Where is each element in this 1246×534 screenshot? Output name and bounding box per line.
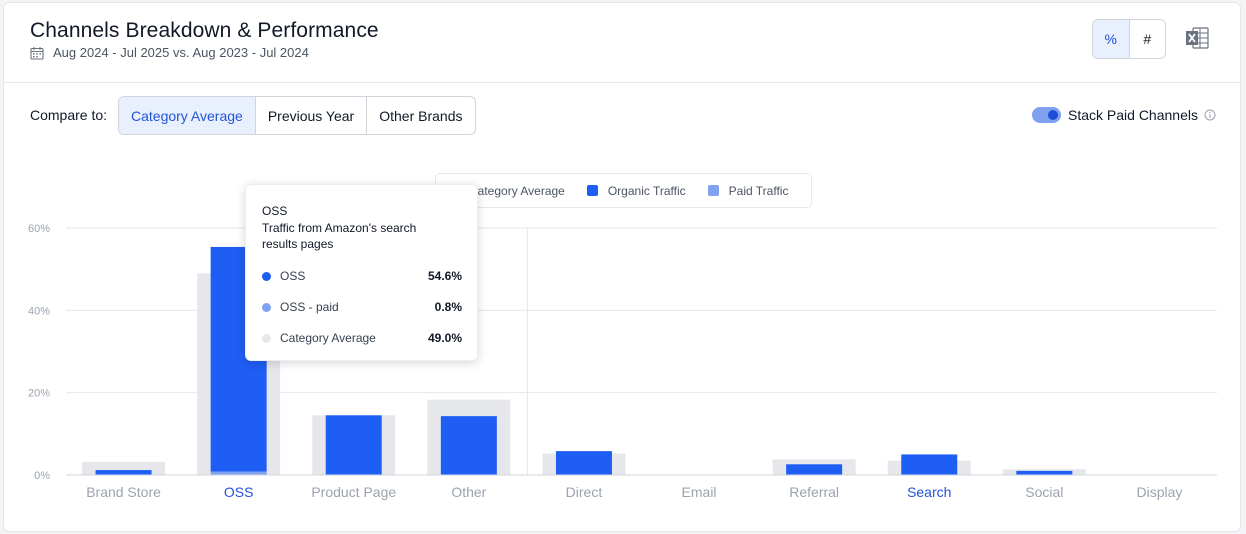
compare-previous-year[interactable]: Previous Year	[256, 97, 368, 134]
tooltip-row-label: Category Average	[280, 331, 376, 345]
stack-paid-control: Stack Paid Channels	[1032, 107, 1216, 123]
organic-traffic-bar	[901, 454, 958, 475]
tooltip-dot	[262, 302, 271, 312]
tooltip-dot	[262, 271, 271, 281]
tooltip-row-value: 49.0%	[427, 331, 462, 345]
tooltip-row: OSS - paid 0.8%	[262, 300, 462, 314]
x-tick-label: Brand Store	[86, 484, 161, 500]
legend-label: Organic Traffic	[607, 183, 686, 198]
stack-paid-label: Stack Paid Channels	[1068, 107, 1198, 123]
organic-traffic-bar	[325, 415, 382, 475]
count-toggle-button[interactable]: #	[1143, 31, 1152, 47]
compare-segmented-control: Category Average Previous Year Other Bra…	[118, 96, 476, 135]
chart-tooltip: OSS Traffic from Amazon's search results…	[245, 184, 478, 361]
channels-breakdown-card: Channels Breakdown & Performance Aug 202…	[3, 2, 1241, 532]
date-range: Aug 2024 - Jul 2025 vs. Aug 2023 - Jul 2…	[30, 45, 309, 60]
tooltip-row-value: 0.8%	[434, 300, 462, 314]
tooltip-row-label: OSS	[280, 269, 306, 283]
legend-swatch	[586, 185, 598, 196]
page-title: Channels Breakdown & Performance	[30, 19, 379, 42]
x-tick-label: Search	[907, 484, 951, 500]
legend-item-organic-traffic[interactable]: Organic Traffic	[586, 183, 686, 198]
tooltip-row: Category Average 49.0%	[262, 331, 462, 345]
y-tick-label: 0%	[34, 470, 50, 482]
x-tick-label: OSS	[224, 484, 254, 500]
compare-other-brands[interactable]: Other Brands	[379, 107, 463, 124]
x-tick-label: Other	[451, 484, 486, 500]
tooltip-row-label: OSS - paid	[280, 300, 339, 314]
compare-category-average[interactable]: Category Average	[119, 97, 256, 134]
y-tick-label: 20%	[28, 388, 50, 400]
x-tick-label: Display	[1136, 484, 1182, 500]
tooltip-row: OSS 54.6%	[262, 269, 462, 283]
legend-swatch	[707, 185, 719, 196]
unit-toggle: % #	[1092, 19, 1166, 59]
card-header: Channels Breakdown & Performance Aug 202…	[4, 3, 1240, 83]
info-icon[interactable]	[1204, 109, 1216, 121]
y-tick-label: 60%	[28, 223, 50, 235]
organic-traffic-bar	[1016, 470, 1073, 475]
organic-traffic-bar	[440, 416, 497, 475]
organic-traffic-bar	[95, 470, 152, 475]
organic-traffic-bar	[786, 464, 843, 475]
x-tick-label: Social	[1025, 484, 1063, 500]
tooltip-row-value: 54.6%	[427, 269, 462, 283]
y-tick-label: 40%	[28, 305, 50, 317]
tooltip-title: OSS	[262, 204, 288, 218]
legend-label: Paid Traffic	[728, 183, 789, 198]
channels-bar-chart: 0% 20% 40% 60% Brand Store OSS Product Page Oth…	[28, 223, 1217, 500]
x-tick-label: Referral	[789, 484, 839, 500]
x-tick-label: Email	[682, 484, 717, 500]
stack-paid-switch[interactable]	[1032, 107, 1061, 123]
date-range-text: Aug 2024 - Jul 2025 vs. Aug 2023 - Jul 2…	[53, 45, 309, 60]
chart-legend: Category Average Organic Traffic Paid Tr…	[435, 173, 812, 208]
tooltip-dot	[262, 333, 271, 343]
percent-toggle-button[interactable]: %	[1093, 20, 1130, 58]
legend-label: Category Average	[469, 183, 565, 198]
calendar-icon	[30, 46, 44, 60]
paid-traffic-bar	[210, 471, 267, 475]
x-tick-label: Direct	[566, 484, 603, 500]
tooltip-description: Traffic from Amazon's search results pag…	[262, 221, 417, 251]
organic-traffic-bar	[555, 451, 612, 475]
switch-knob	[1048, 110, 1058, 120]
compare-label: Compare to:	[30, 107, 108, 123]
legend-item-paid-traffic[interactable]: Paid Traffic	[707, 183, 789, 198]
excel-icon[interactable]	[1185, 26, 1209, 50]
x-tick-label: Product Page	[311, 484, 396, 500]
